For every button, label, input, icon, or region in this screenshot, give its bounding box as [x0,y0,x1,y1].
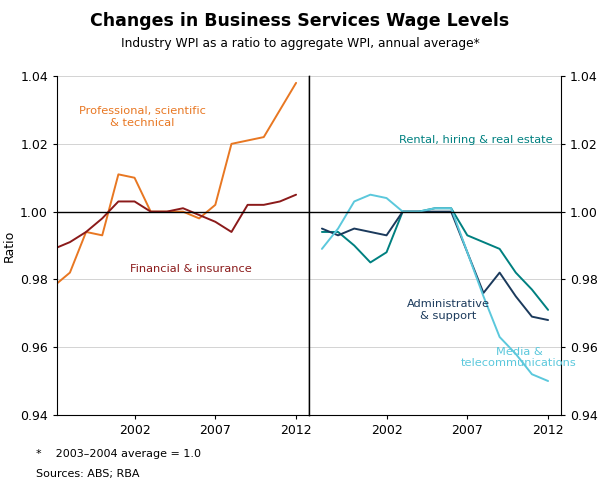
Text: Professional, scientific
& technical: Professional, scientific & technical [79,106,206,128]
Text: Administrative
& support: Administrative & support [406,299,490,321]
Text: *    2003–2004 average = 1.0: * 2003–2004 average = 1.0 [36,449,201,459]
Text: Media &
telecommunications: Media & telecommunications [461,347,577,368]
Text: Sources: ABS; RBA: Sources: ABS; RBA [36,469,139,479]
Text: Financial & insurance: Financial & insurance [130,264,252,274]
Text: Changes in Business Services Wage Levels: Changes in Business Services Wage Levels [91,12,509,30]
Text: Rental, hiring & real estate: Rental, hiring & real estate [398,136,552,145]
Y-axis label: Ratio: Ratio [3,229,16,262]
Text: Industry WPI as a ratio to aggregate WPI, annual average*: Industry WPI as a ratio to aggregate WPI… [121,37,479,50]
